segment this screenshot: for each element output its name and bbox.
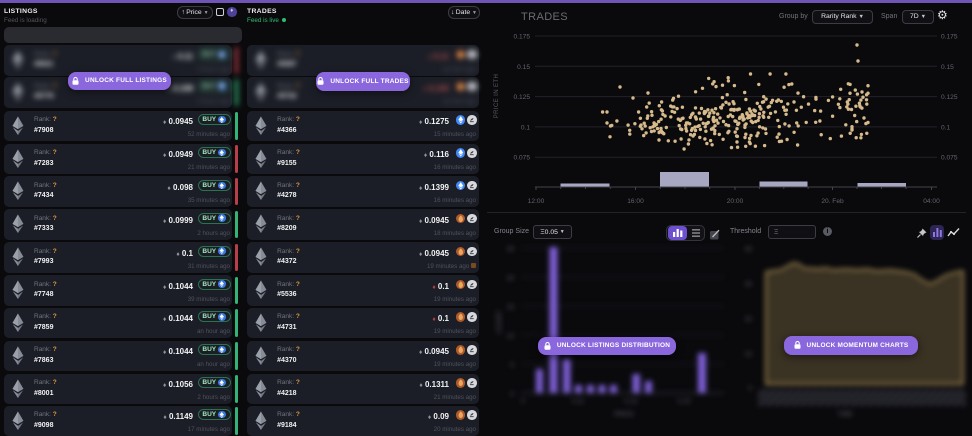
svg-text:0.125: 0.125 [941,94,958,101]
svg-text:25: 25 [507,246,515,253]
svg-text:0: 0 [510,391,514,398]
svg-text:0.1: 0.1 [521,124,530,131]
svg-text:16:00: 16:00 [627,198,644,205]
svg-text:PRICE: PRICE [614,411,635,418]
svg-text:0.13: 0.13 [625,398,638,405]
svg-text:0.1: 0.1 [941,124,950,131]
svg-text:20: 20 [745,316,753,323]
svg-text:04:00: 04:00 [923,198,940,205]
svg-text:0: 0 [748,385,752,392]
svg-text:0.15: 0.15 [678,398,691,405]
svg-text:0.175: 0.175 [941,34,958,41]
svg-text:12:00: 12:00 [528,198,545,205]
svg-text:0.11: 0.11 [572,398,585,405]
svg-text:0.075: 0.075 [513,155,530,162]
svg-text:10: 10 [507,333,515,340]
svg-text:TIME: TIME [837,411,853,418]
svg-text:10: 10 [745,351,753,358]
svg-text:20:00: 20:00 [727,198,744,205]
svg-text:0.15: 0.15 [941,64,954,71]
svg-text:30: 30 [745,281,753,288]
svg-text:0.15: 0.15 [517,64,530,71]
svg-text:15: 15 [507,304,515,311]
svg-text:40: 40 [745,246,753,253]
svg-text:0: 0 [521,398,525,405]
svg-text:0.175: 0.175 [513,34,530,41]
svg-text:0.075: 0.075 [941,155,958,162]
svg-text:0.125: 0.125 [513,94,530,101]
svg-text:COUNT: COUNT [496,310,503,333]
svg-text:5: 5 [510,362,514,369]
svg-text:20. Feb: 20. Feb [821,198,844,205]
svg-text:PRICE IN ETH: PRICE IN ETH [494,74,500,118]
svg-text:20: 20 [507,275,515,282]
